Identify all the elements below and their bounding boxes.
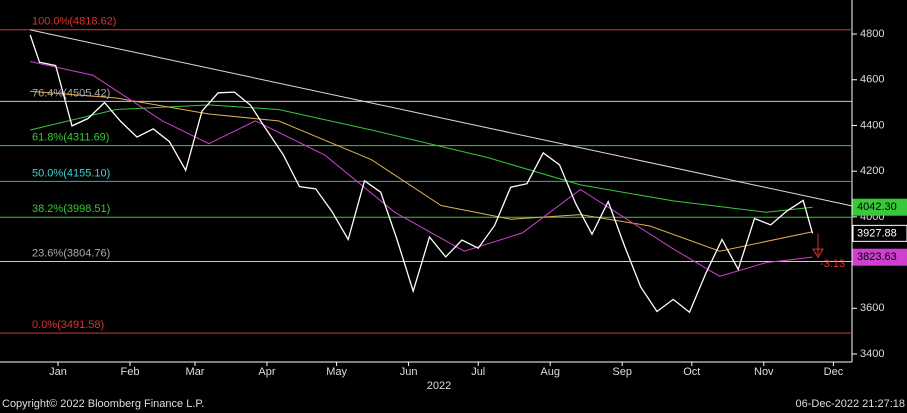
series-line: [30, 104, 813, 213]
y-tick-label: 3400: [860, 348, 884, 360]
fib-label: 61.8%(4311.69): [32, 132, 109, 144]
series-line: [30, 29, 853, 207]
x-tick-label: Jan: [49, 366, 67, 378]
annotation-arrowhead: [812, 248, 824, 259]
fib-label: 50.0%(4155.10): [32, 167, 110, 179]
fib-label: 76.4%(4505.42): [32, 87, 110, 99]
fib-label: 23.6%(3804.76): [32, 247, 110, 259]
last-value-box: [852, 198, 907, 216]
last-value-box: [852, 248, 907, 266]
fib-label: 38.2%(3998.51): [32, 203, 110, 215]
series-line: [30, 61, 813, 277]
series-line: [29, 34, 814, 314]
y-tick-label: 4200: [860, 165, 884, 177]
x-tick-label: Feb: [121, 366, 140, 378]
x-tick-label: Mar: [186, 366, 205, 378]
last-value-label: 3823.63: [857, 251, 897, 263]
x-tick-label: Jul: [471, 366, 485, 378]
y-tick-label: 4800: [860, 28, 884, 40]
fib-label: 100.0%(4818.62): [32, 16, 116, 28]
footer-right: 06-Dec-2022 21:27:18: [796, 398, 905, 410]
x-tick-label: Oct: [683, 366, 700, 378]
x-tick-label: Jun: [400, 366, 418, 378]
x-tick-label: Apr: [258, 366, 275, 378]
x-tick-label: Aug: [540, 366, 560, 378]
last-value-label: 4042.30: [857, 201, 897, 213]
x-axis-label: 2022: [427, 380, 451, 392]
y-tick-label: 3600: [860, 302, 884, 314]
fib-label: 0.0%(3491.58): [32, 319, 104, 331]
x-tick-label: May: [326, 366, 347, 378]
footer-left: Copyright© 2022 Bloomberg Finance L.P.: [2, 398, 204, 410]
y-tick-label: 4600: [860, 74, 884, 86]
series-line: [30, 90, 813, 252]
last-value-label: 3927.88: [857, 227, 897, 239]
annotation-label: -3.13: [820, 258, 845, 270]
x-tick-label: Nov: [754, 366, 774, 378]
x-tick-label: Dec: [824, 366, 844, 378]
x-tick-label: Sep: [612, 366, 632, 378]
y-tick-label: 4400: [860, 119, 884, 131]
last-value-box: [852, 224, 907, 242]
